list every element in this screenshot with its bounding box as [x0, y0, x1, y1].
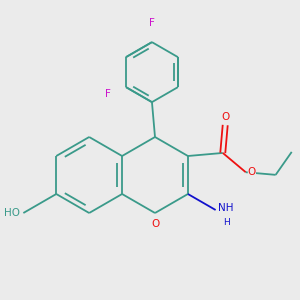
- Text: O: O: [151, 219, 159, 229]
- Text: HO: HO: [4, 208, 20, 218]
- Text: F: F: [149, 18, 155, 28]
- Text: O: O: [248, 167, 256, 177]
- Text: F: F: [105, 89, 111, 99]
- Text: H: H: [224, 218, 230, 227]
- Text: NH: NH: [218, 203, 233, 213]
- Text: O: O: [221, 112, 229, 122]
